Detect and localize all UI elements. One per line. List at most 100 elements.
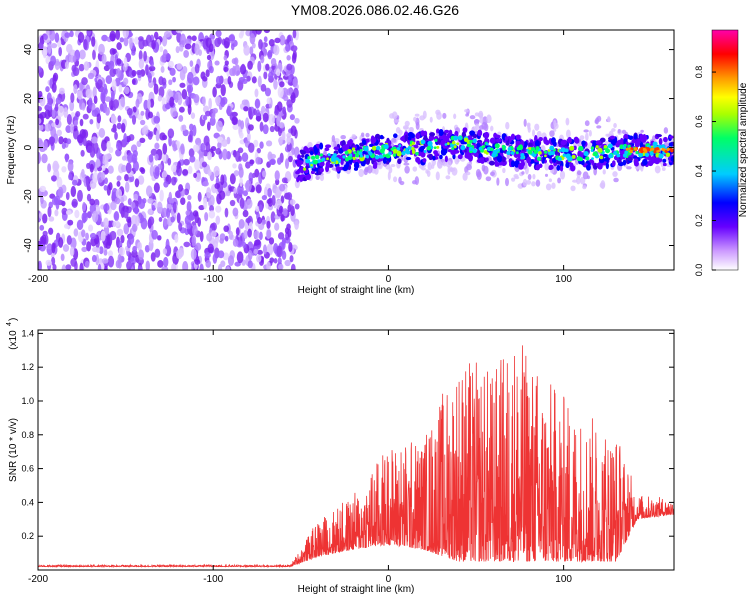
halo-blob <box>565 129 571 139</box>
halo-blob <box>523 118 527 127</box>
noise-blob <box>54 209 59 217</box>
y-tick-label: 0.4 <box>21 497 34 507</box>
hotspot-blob <box>613 150 618 155</box>
noise-blob <box>162 142 168 155</box>
noise-blob <box>61 142 66 150</box>
noise-blob <box>158 86 165 98</box>
noise-blob <box>168 191 173 204</box>
signal-blob <box>457 154 463 160</box>
signal-blob <box>325 144 332 149</box>
noise-blob <box>182 129 189 137</box>
halo-blob <box>427 162 433 171</box>
y-tick-label: 1.4 <box>21 328 34 338</box>
noise-blob <box>276 101 283 112</box>
noise-blob <box>76 134 84 144</box>
noise-blob <box>55 118 60 126</box>
hotspot-blob <box>378 154 383 159</box>
halo-blob <box>403 126 409 130</box>
hotspot-blob <box>409 143 413 147</box>
noise-blob <box>131 50 136 56</box>
noise-blob <box>38 260 42 270</box>
noise-blob <box>193 94 200 104</box>
snr-y-multiplier: (x10 4 ) <box>6 318 19 350</box>
signal-blob <box>385 160 390 165</box>
signal-blob <box>429 132 436 137</box>
noise-blob <box>248 172 254 183</box>
hotspot-blob <box>515 151 519 155</box>
noise-blob <box>187 104 192 115</box>
hotspot-blob <box>550 151 555 156</box>
noise-blob <box>249 33 256 45</box>
noise-blob <box>263 71 268 80</box>
noise-blob <box>123 208 129 219</box>
noise-blob <box>149 165 155 177</box>
x-tick-label: -200 <box>28 274 48 285</box>
halo-blob <box>640 129 644 133</box>
hotspot-blob <box>536 156 542 162</box>
noise-blob <box>157 95 163 102</box>
signal-blob <box>405 156 412 161</box>
colorbar-tick-label: 0.6 <box>694 115 704 128</box>
noise-blob <box>178 184 184 192</box>
noise-blob <box>85 232 89 241</box>
snr-axis-ticks: -200 -100 0 100 0.2 0.4 0.6 0.8 1.0 1.2 1.4 <box>21 328 674 585</box>
signal-blob <box>295 170 300 175</box>
hotspot-blob <box>337 159 341 163</box>
noise-blob <box>50 55 57 66</box>
hotspot-blob <box>597 147 603 153</box>
noise-blob <box>108 250 113 258</box>
noise-blob <box>160 66 165 73</box>
noise-blob <box>232 207 239 217</box>
noise-blob <box>164 103 172 110</box>
noise-blob <box>92 86 97 99</box>
noise-blob <box>48 216 55 222</box>
noise-blob <box>92 210 99 223</box>
hotspot-blob <box>451 140 456 145</box>
noise-blob <box>220 84 226 97</box>
noise-blob <box>183 49 190 58</box>
noise-blob <box>114 197 121 205</box>
noise-blob <box>87 72 95 80</box>
noise-blob <box>262 170 267 178</box>
noise-blob <box>155 129 160 142</box>
noise-blob <box>92 141 99 154</box>
noise-blob <box>172 143 178 152</box>
halo-blob <box>565 117 570 126</box>
halo-blob <box>365 132 370 138</box>
halo-blob <box>411 180 417 185</box>
noise-blob <box>134 205 139 215</box>
noise-blob <box>229 173 236 185</box>
noise-blob <box>182 261 189 270</box>
signal-blob <box>466 154 473 160</box>
noise-blob <box>191 235 197 247</box>
signal-blob <box>319 167 324 173</box>
noise-blob <box>157 259 164 268</box>
noise-blob <box>174 93 179 103</box>
noise-blob <box>171 263 177 270</box>
noise-blob <box>286 99 293 108</box>
noise-blob <box>130 255 137 265</box>
noise-blob <box>72 67 80 77</box>
y-tick-label: 0.8 <box>21 430 34 440</box>
spectrogram-x-axis-label: Height of straight line (km) <box>298 285 415 296</box>
noise-blob <box>73 120 79 126</box>
noise-blob <box>201 161 208 168</box>
signal-blob <box>485 157 489 162</box>
hotspot-blob <box>466 142 472 148</box>
noise-blob <box>56 176 63 189</box>
noise-blob <box>129 37 133 50</box>
noise-blob <box>112 99 120 109</box>
noise-blob <box>187 165 193 175</box>
signal-blob <box>631 139 636 144</box>
hotspot-blob <box>547 149 551 152</box>
signal-blob <box>373 161 378 168</box>
noise-blob <box>276 157 282 165</box>
noise-blob <box>270 211 276 223</box>
noise-blob <box>161 152 167 163</box>
noise-blob <box>169 67 176 76</box>
noise-blob <box>151 229 158 240</box>
noise-blob <box>282 106 286 115</box>
noise-blob <box>117 253 122 265</box>
noise-blob <box>38 152 41 164</box>
